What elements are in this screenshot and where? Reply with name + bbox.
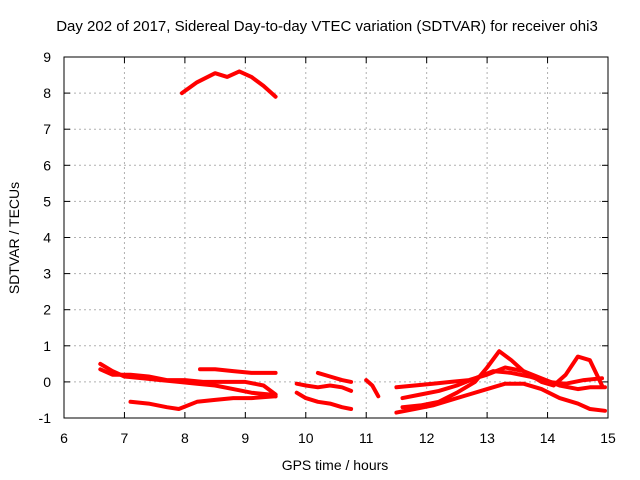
y-tick-label: 7	[43, 121, 51, 137]
x-axis-label: GPS time / hours	[282, 457, 389, 473]
y-tick-label: -1	[39, 410, 52, 426]
y-tick-label: 4	[43, 230, 51, 246]
series-arc-f	[315, 370, 354, 384]
series-arc-k	[400, 349, 604, 410]
y-tick-label: 8	[43, 85, 51, 101]
y-axis-label: SDTVAR / TECUs	[6, 182, 22, 294]
series-arc-high	[179, 69, 278, 99]
series-arc-g	[294, 390, 354, 411]
x-tick-label: 11	[359, 430, 374, 446]
x-tick-label: 8	[181, 430, 189, 446]
y-tick-label: 3	[43, 266, 51, 282]
y-tick-label: 0	[43, 374, 51, 390]
x-tick-label: 7	[121, 430, 129, 446]
x-tick-label: 14	[540, 430, 556, 446]
y-tick-label: 9	[43, 49, 51, 65]
y-tick-label: 2	[43, 302, 51, 318]
y-tick-label: 6	[43, 157, 51, 173]
series-arc-e	[294, 381, 354, 393]
x-tick-label: 10	[298, 430, 314, 446]
series-arc-j	[394, 381, 607, 415]
x-tick-label: 12	[419, 430, 435, 446]
x-tick-label: 6	[60, 430, 68, 446]
x-tick-label: 9	[241, 430, 249, 446]
series-arc-h	[364, 378, 381, 399]
grid	[64, 57, 608, 418]
y-tick-label: 1	[43, 338, 51, 354]
series-arc-i	[394, 365, 607, 392]
series-arc-c	[128, 394, 278, 411]
x-tick-label: 13	[479, 430, 495, 446]
series-arc-b	[98, 367, 278, 397]
y-axis-ticks: -1 0 1 2 3 4 5 6 7 8 9	[39, 49, 608, 426]
chart-title: Day 202 of 2017, Sidereal Day-to-day VTE…	[56, 18, 598, 35]
y-tick-label: 5	[43, 193, 51, 209]
x-axis-ticks: 6 7 8 9 10 11 12 13 14 15	[60, 57, 616, 446]
series-group	[98, 69, 607, 415]
series-arc-d	[198, 367, 278, 375]
x-tick-label: 15	[600, 430, 616, 446]
series-arc-l	[400, 369, 604, 401]
